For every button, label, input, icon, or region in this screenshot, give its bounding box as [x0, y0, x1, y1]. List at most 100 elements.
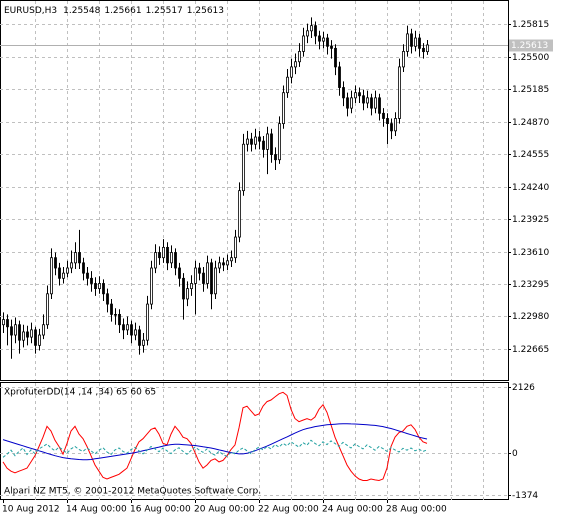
- current-price-box: [509, 39, 553, 52]
- chart-title: EURUSD,H3: [4, 6, 57, 16]
- candle-body: [426, 44, 429, 53]
- candle-body: [258, 136, 261, 142]
- candle-body: [338, 66, 341, 88]
- candle-body: [70, 262, 73, 269]
- candle-body: [286, 76, 289, 94]
- x-tick-label: 20 Aug 00:00: [194, 505, 255, 515]
- candle-body: [350, 97, 353, 109]
- candle-body: [130, 324, 133, 336]
- candle-body: [238, 190, 241, 238]
- candle-body: [14, 324, 17, 336]
- y-tick-label: 1.25185: [512, 85, 549, 95]
- candle-body: [2, 319, 5, 326]
- candle-body: [266, 133, 269, 150]
- candle-body: [274, 154, 277, 161]
- candle-body: [58, 267, 61, 279]
- header-low: 1.25517: [146, 6, 183, 16]
- candle-body: [166, 246, 169, 264]
- candle-body: [250, 138, 253, 145]
- candle-body: [218, 262, 221, 269]
- candle-body: [10, 326, 13, 336]
- candle-body: [162, 246, 165, 259]
- candle-body: [38, 334, 41, 346]
- candle-body: [178, 267, 181, 279]
- candle-body: [254, 136, 257, 145]
- candle-body: [174, 252, 177, 269]
- candle-body: [90, 277, 93, 284]
- x-tick-label: 10 Aug 2012: [2, 505, 60, 515]
- candle-body: [106, 293, 109, 305]
- candle-body: [418, 37, 421, 49]
- candle-body: [326, 37, 329, 47]
- candle-body: [86, 272, 89, 279]
- candle-body: [382, 112, 385, 119]
- candle-body: [62, 272, 65, 279]
- indicator-line: [2, 391, 428, 482]
- y-tick-label: 1.24555: [512, 150, 549, 160]
- candle-body: [54, 257, 57, 269]
- y-tick-label: -1374: [512, 491, 538, 501]
- candle-body: [98, 283, 101, 290]
- candle-body: [22, 331, 25, 341]
- candle-body: [342, 87, 345, 99]
- candle-body: [122, 324, 125, 331]
- y-tick-label: 1.25500: [512, 53, 549, 63]
- candle-body: [422, 47, 425, 53]
- y-tick-label: 2126: [512, 383, 535, 393]
- candle-body: [374, 97, 377, 109]
- candle-body: [242, 143, 245, 192]
- candle-body: [214, 267, 217, 295]
- candle-body: [378, 97, 381, 114]
- indicator-title: XprofuterDD(14 ,14 ,34) 65 60 65: [4, 388, 156, 398]
- candle-body: [410, 33, 413, 47]
- header-open: 1.25548: [63, 6, 100, 16]
- candle-body: [398, 66, 401, 119]
- candle-body: [30, 329, 33, 338]
- y-tick-label: 1.23610: [512, 248, 549, 258]
- indicator-pane-frame: [0, 382, 509, 500]
- indicator-line: [2, 423, 428, 461]
- y-tick-label: 1.25815: [512, 20, 549, 30]
- candle-body: [306, 30, 309, 37]
- x-tick-label: 16 Aug 00:00: [130, 505, 191, 515]
- x-tick-label: 22 Aug 00:00: [258, 505, 319, 515]
- indicator-line: [2, 439, 428, 458]
- x-tick-label: 28 Aug 00:00: [386, 505, 447, 515]
- candle-body: [206, 262, 209, 284]
- header-close: 1.25613: [187, 6, 224, 16]
- y-tick-label: 1.22980: [512, 312, 549, 322]
- candle-body: [74, 252, 77, 264]
- candle-body: [154, 252, 157, 269]
- candle-body: [94, 283, 97, 290]
- candle-body: [234, 236, 237, 259]
- candle-body: [142, 339, 145, 346]
- candle-body: [330, 45, 333, 49]
- candle-body: [298, 51, 301, 63]
- candle-body: [6, 319, 9, 328]
- copyright: Alpari NZ MT5, © 2001-2012 MetaQuotes So…: [4, 487, 261, 497]
- candle-body: [126, 324, 129, 331]
- candle-body: [210, 262, 213, 295]
- candle-body: [222, 262, 225, 266]
- candle-body: [346, 97, 349, 109]
- candle-body: [198, 267, 201, 274]
- candle-body: [26, 331, 29, 338]
- candle-body: [134, 329, 137, 336]
- candle-body: [146, 303, 149, 341]
- candle-body: [302, 35, 305, 52]
- candle-body: [414, 37, 417, 47]
- x-tick-label: 14 Aug 00:00: [66, 505, 127, 515]
- candle-body: [138, 329, 141, 346]
- candle-body: [386, 118, 389, 125]
- y-tick-label: 1.23295: [512, 280, 549, 290]
- candle-body: [34, 329, 37, 346]
- candle-body: [318, 35, 321, 42]
- x-tick-label: 24 Aug 00:00: [322, 505, 383, 515]
- y-tick-label: 0: [512, 449, 518, 459]
- candle-body: [158, 252, 161, 259]
- candle-body: [290, 66, 293, 78]
- main-pane-frame: [0, 0, 509, 381]
- candle-body: [294, 61, 297, 68]
- candle-body: [270, 133, 273, 155]
